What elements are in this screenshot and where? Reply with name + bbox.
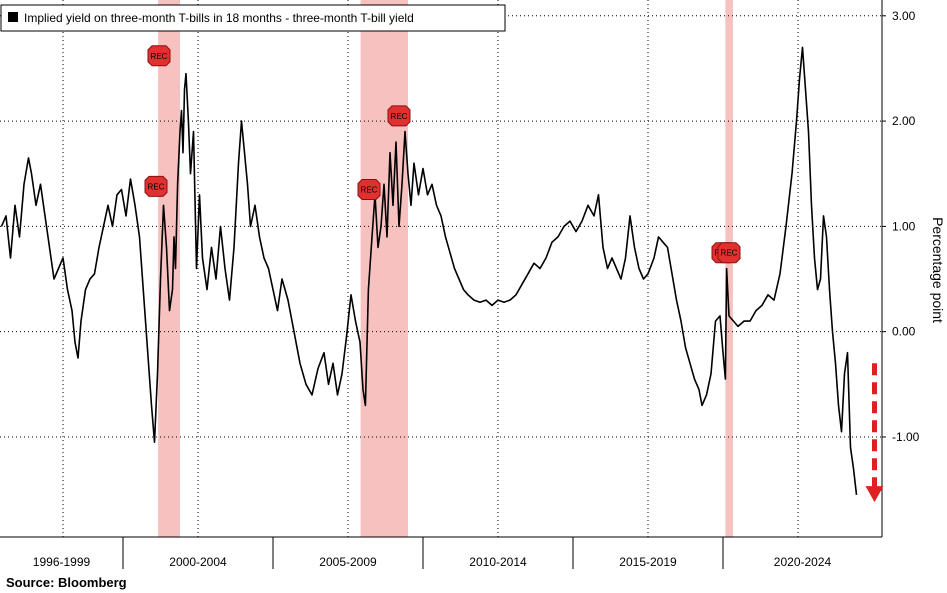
series-group <box>0 46 858 495</box>
x-period-label-5: 2015-2019 <box>619 555 677 569</box>
rec-marker-6 <box>717 242 741 264</box>
rec-marker-label-1: REC <box>151 52 168 61</box>
gridlines <box>0 0 882 537</box>
x-period-label-1: 1996-1999 <box>33 555 91 569</box>
rec-marker-label-4: REC <box>391 112 408 121</box>
y-tick-label-2: 2.00 <box>892 114 916 128</box>
rec-marker-label-3: REC <box>361 186 378 195</box>
x-axis: 1996-1999 2000-2004 2005-2009 2010-2014 2015… <box>0 536 882 569</box>
y-axis: 3.00 2.00 1.00 0.00 -1.00 <box>881 0 920 537</box>
recession-band-1 <box>158 0 180 537</box>
legend-box <box>0 4 506 32</box>
series-line-1 <box>0 46 858 495</box>
rec-marker-1 <box>147 45 171 67</box>
rec-marker-label-6: REC <box>721 249 738 258</box>
x-period-label-4: 2010-2014 <box>469 555 527 569</box>
legend-swatch <box>8 12 18 22</box>
source-note: Source: Bloomberg <box>6 575 127 590</box>
legend-text: Implied yield on three-month T-bills in … <box>24 11 414 25</box>
recession-band-2 <box>360 0 408 537</box>
y-axis-title: Percentage point <box>930 217 946 323</box>
x-period-separators <box>122 537 724 569</box>
forecast-arrow <box>865 363 884 503</box>
rec-marker-label-2: REC <box>148 182 165 191</box>
rec-marker-4 <box>387 105 411 127</box>
forecast-arrow-head <box>865 486 884 503</box>
x-period-label-6: 2020-2024 <box>774 555 832 569</box>
y-tick-label-3: 1.00 <box>892 219 916 233</box>
recession-band-3 <box>725 0 733 537</box>
rec-marker-3 <box>357 179 381 201</box>
y-tick-label-4: 0.00 <box>892 325 916 339</box>
legend: Implied yield on three-month T-bills in … <box>0 4 506 32</box>
x-period-label-3: 2005-2009 <box>319 555 377 569</box>
y-tick-label-5: -1.00 <box>892 430 920 444</box>
rec-marker-2 <box>144 175 168 197</box>
rec-markers: RECRECRECRECRECREC <box>144 45 741 264</box>
y-tick-label-1: 3.00 <box>892 9 916 23</box>
x-period-label-2: 2000-2004 <box>169 555 227 569</box>
recession-bands <box>158 0 733 537</box>
